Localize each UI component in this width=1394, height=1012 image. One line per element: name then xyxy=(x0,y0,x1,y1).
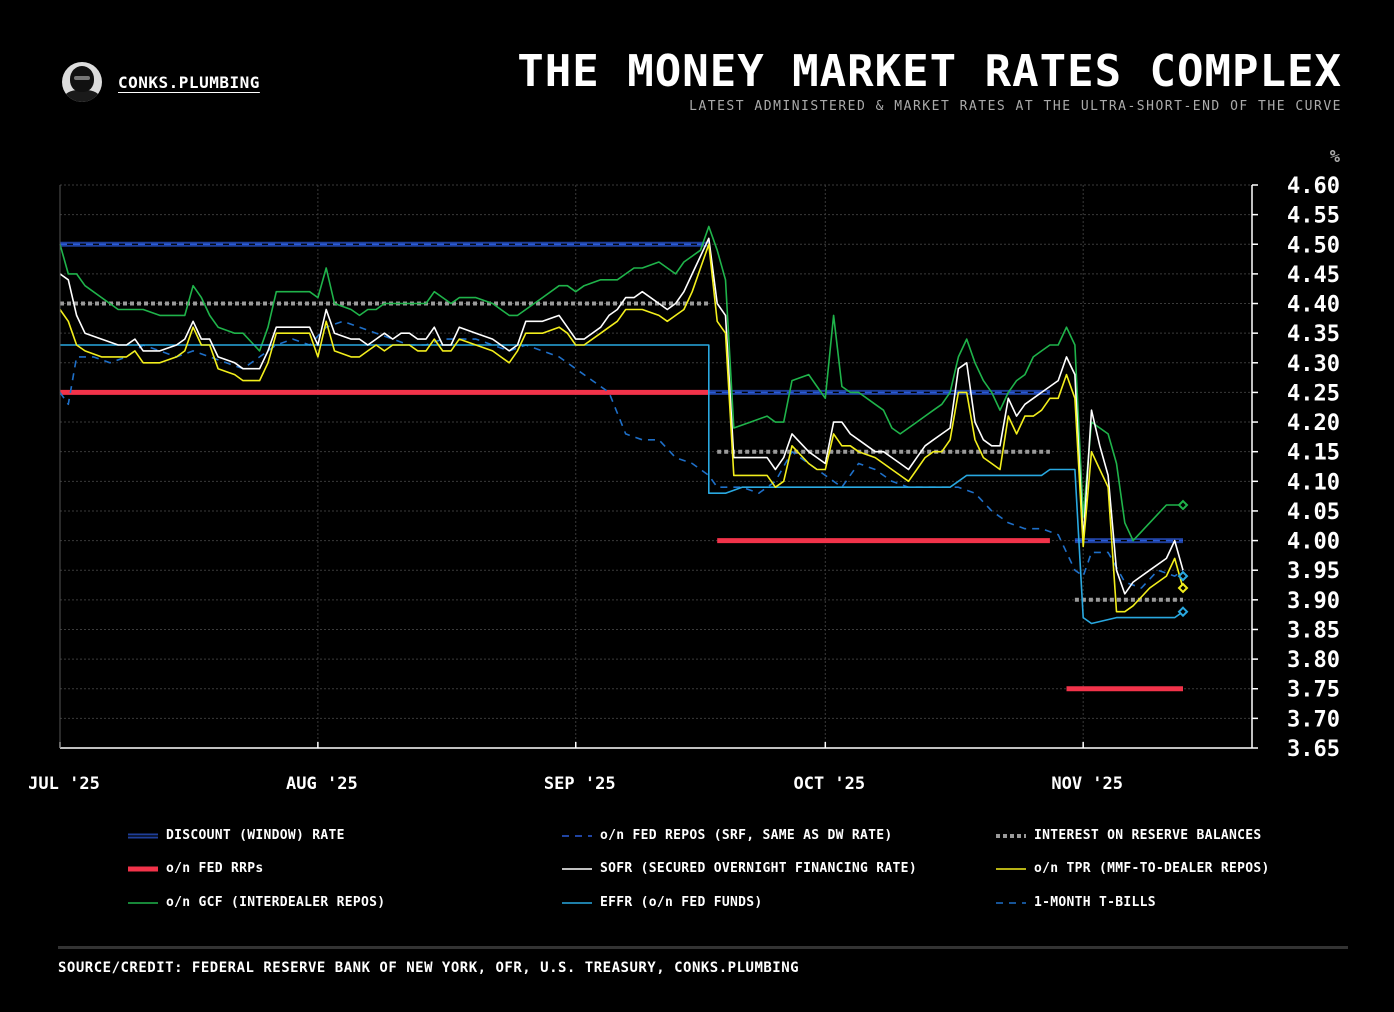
legend-swatch xyxy=(128,901,158,904)
chart-grid xyxy=(59,184,1252,749)
series-o-n-fed-rrps xyxy=(60,389,1183,692)
y-tick-label: 4.05 xyxy=(1287,500,1340,525)
legend-swatch xyxy=(128,833,158,838)
series-o-n-gcf-interdealer-repos xyxy=(59,225,1183,542)
y-tick-label: 4.45 xyxy=(1287,263,1340,288)
series-line xyxy=(60,344,1184,625)
end-marker xyxy=(1177,570,1189,582)
legend-swatch xyxy=(562,901,592,904)
series-o-n-tpr-mmf-to-dealer-repos xyxy=(59,243,1184,613)
legend-swatch xyxy=(128,866,158,871)
legend-item: o/n FED REPOS (SRF, SAME AS DW RATE) xyxy=(562,828,893,843)
y-tick-label: 3.90 xyxy=(1287,589,1340,614)
legend-label: SOFR (SECURED OVERNIGHT FINANCING RATE) xyxy=(600,861,917,876)
y-tick-label: 4.15 xyxy=(1287,441,1340,466)
legend-label: o/n FED RRPs xyxy=(166,861,264,876)
y-tick-label: 4.10 xyxy=(1287,470,1340,495)
y-tick-label: 4.55 xyxy=(1287,204,1340,229)
y-tick-label: 4.20 xyxy=(1287,411,1340,436)
series-1-month-t-bills xyxy=(59,320,1184,589)
y-tick-label: 4.50 xyxy=(1287,233,1340,258)
chart-axes: 4.60 4.55 4.50 4.45 4.40 4.35 4.30 4.25 4.20 4.15… xyxy=(28,174,1340,794)
legend-label: o/n FED REPOS (SRF, SAME AS DW RATE) xyxy=(600,828,893,843)
legend-swatch xyxy=(996,833,1026,838)
series-line xyxy=(59,243,1184,613)
legend-label: o/n TPR (MMF-TO-DEALER REPOS) xyxy=(1034,861,1270,876)
legend-swatch xyxy=(562,834,592,837)
end-marker xyxy=(1177,499,1189,511)
legend-item: DISCOUNT (WINDOW) RATE xyxy=(128,828,345,843)
legend-label: o/n GCF (INTERDEALER REPOS) xyxy=(166,895,386,910)
legend-swatch xyxy=(562,867,592,870)
x-tick-label: OCT '25 xyxy=(793,774,865,794)
footer-divider xyxy=(58,946,1348,949)
end-marker xyxy=(1177,606,1189,618)
series-line xyxy=(59,237,1184,595)
x-tick-label: SEP '25 xyxy=(544,774,616,794)
legend-item: o/n TPR (MMF-TO-DEALER REPOS) xyxy=(996,861,1270,876)
brand[interactable]: CONKS.PLUMBING xyxy=(62,62,260,102)
y-tick-label: 4.60 xyxy=(1287,174,1340,199)
y-tick-label: 3.95 xyxy=(1287,559,1340,584)
end-markers xyxy=(1177,499,1189,618)
legend-item: o/n GCF (INTERDEALER REPOS) xyxy=(128,895,385,910)
x-tick-label: NOV '25 xyxy=(1051,774,1123,794)
site-link[interactable]: CONKS.PLUMBING xyxy=(118,72,260,92)
avatar-icon xyxy=(62,62,102,102)
series-line xyxy=(59,225,1183,542)
y-tick-label: 4.00 xyxy=(1287,530,1340,555)
y-tick-label: 4.25 xyxy=(1287,381,1340,406)
legend-item: o/n FED RRPs xyxy=(128,861,264,876)
x-tick-label: JUL '25 xyxy=(28,774,100,794)
y-tick-label: 3.70 xyxy=(1287,707,1340,732)
y-tick-label: 4.40 xyxy=(1287,293,1340,318)
series-line xyxy=(59,320,1184,589)
legend-item: EFFR (o/n FED FUNDS) xyxy=(562,895,763,910)
page-subtitle: LATEST ADMINISTERED & MARKET RATES AT TH… xyxy=(689,99,1342,114)
source-credit: SOURCE/CREDIT: FEDERAL RESERVE BANK OF N… xyxy=(58,960,800,976)
series-sofr-secured-overnight-financing-rate xyxy=(59,237,1184,595)
unit-label: % xyxy=(1330,147,1341,167)
legend-item: SOFR (SECURED OVERNIGHT FINANCING RATE) xyxy=(562,861,917,876)
legend-label: DISCOUNT (WINDOW) RATE xyxy=(166,828,345,843)
series-effr-o-n-fed-funds xyxy=(60,344,1184,625)
y-tick-label: 3.75 xyxy=(1287,678,1340,703)
series-o-n-fed-repos-srf-same-as-dw-rate xyxy=(60,243,1183,542)
legend-swatch xyxy=(996,901,1026,904)
legend-item: 1-MONTH T-BILLS xyxy=(996,895,1156,910)
end-marker xyxy=(1177,582,1189,594)
y-tick-label: 3.65 xyxy=(1287,737,1340,762)
y-tick-label: 3.80 xyxy=(1287,648,1340,673)
legend-label: EFFR (o/n FED FUNDS) xyxy=(600,895,763,910)
x-tick-label: AUG '25 xyxy=(286,774,358,794)
series-layer xyxy=(59,225,1184,692)
page-title: THE MONEY MARKET RATES COMPLEX xyxy=(517,46,1342,97)
legend-label: 1-MONTH T-BILLS xyxy=(1034,895,1156,910)
legend-label: INTEREST ON RESERVE BALANCES xyxy=(1034,828,1262,843)
y-tick-label: 4.35 xyxy=(1287,322,1340,347)
y-tick-label: 4.30 xyxy=(1287,352,1340,377)
y-tick-label: 3.85 xyxy=(1287,618,1340,643)
legend-swatch xyxy=(996,867,1026,870)
legend-item: INTEREST ON RESERVE BALANCES xyxy=(996,828,1262,843)
